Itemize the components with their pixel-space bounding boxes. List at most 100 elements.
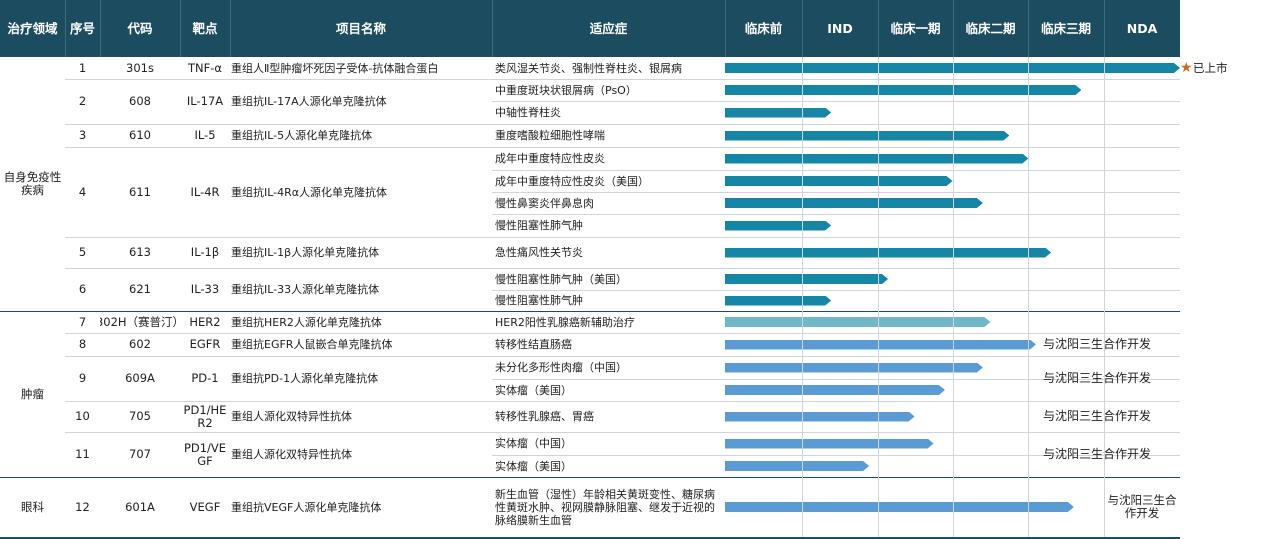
header-divider — [953, 0, 954, 57]
row-name: 重组抗PD-1人源化单克隆抗体 — [231, 372, 379, 385]
indication-line — [492, 214, 1180, 215]
row-code: 621 — [129, 282, 151, 296]
row-name: 重组抗VEGF人源化单克隆抗体 — [231, 500, 382, 514]
area-name: 肿瘤 — [21, 386, 44, 401]
header-cell: 代码 — [127, 21, 153, 36]
indication: 成年中重度特应性皮炎 — [495, 152, 605, 165]
row-code: 610 — [129, 128, 151, 142]
header-divider — [1028, 0, 1029, 57]
row-line — [65, 356, 1180, 357]
indication: 中轴性脊柱炎 — [495, 106, 561, 119]
stage-grid — [953, 57, 954, 537]
row-line — [65, 432, 1180, 433]
row-no: 12 — [75, 499, 90, 514]
row-no: 6 — [78, 282, 87, 296]
row-no: 11 — [75, 447, 90, 461]
row-name: 重组人源化双特异性抗体 — [231, 448, 352, 461]
stage-header: 临床三期 — [1040, 21, 1091, 36]
row-target: IL-5 — [194, 128, 216, 142]
note: 与沈阳三生合作开发 — [1043, 447, 1152, 461]
row-line — [65, 79, 1180, 80]
header-cell: 项目名称 — [335, 21, 386, 36]
row-target: PD1/HER2 — [183, 402, 227, 430]
row-target: PD-1 — [191, 371, 219, 385]
indication: 转移性结直肠癌 — [495, 338, 572, 351]
header-divider — [492, 0, 493, 57]
indication: 重度嗜酸粒细胞性哮喘 — [495, 129, 605, 142]
row-name: 重组人源化双特异性抗体 — [231, 410, 352, 423]
progress-bar — [725, 439, 934, 449]
indication: 慢性阻塞性肺气肿（美国） — [495, 272, 627, 286]
stage-grid — [1104, 57, 1105, 537]
indication-line — [492, 192, 1180, 193]
note: 已上市 — [1193, 60, 1228, 75]
header-divider — [1104, 0, 1105, 57]
header-divider — [65, 0, 66, 57]
row-code: 705 — [129, 409, 151, 423]
row-target: PD1/VEGF — [183, 440, 227, 468]
note: 与沈阳三生合作开发 — [1043, 371, 1152, 385]
indication: 慢性鼻窦炎伴鼻息肉 — [495, 196, 594, 210]
indication: 慢性阻塞性肺气肿 — [495, 219, 583, 232]
row-no: 4 — [78, 184, 87, 199]
row-no: 5 — [78, 245, 87, 259]
header-cell: 治疗领域 — [7, 21, 58, 36]
progress-bar — [725, 461, 869, 471]
row-target: IL-4R — [190, 184, 220, 199]
row-line — [65, 147, 1180, 148]
row-target: VEGF — [189, 499, 221, 514]
row-no: 7 — [78, 314, 87, 329]
row-name: 重组人Ⅱ型肿瘤坏死因子受体-抗体融合蛋白 — [231, 61, 439, 75]
indication-line — [492, 379, 1180, 380]
indication: 实体瘤（中国） — [495, 437, 572, 450]
header-divider — [100, 0, 101, 57]
row-code: 613 — [129, 245, 151, 259]
row-code: 608 — [129, 94, 151, 108]
row-line — [65, 401, 1180, 402]
header-divider — [802, 0, 803, 57]
stage-grid — [878, 57, 879, 537]
row-line — [65, 237, 1180, 238]
row-name: 重组抗HER2人源化单克隆抗体 — [231, 315, 382, 329]
progress-bar — [725, 296, 831, 306]
indication-line — [492, 170, 1180, 171]
header-cell: 靶点 — [192, 21, 218, 36]
row-target: TNF-α — [188, 60, 222, 75]
row-no: 9 — [78, 371, 87, 385]
indication: 慢性阻塞性肺气肿 — [495, 294, 583, 307]
progress-bar — [725, 198, 983, 208]
stage-grid — [1028, 57, 1029, 537]
row-name: 重组抗IL-5人源化单克隆抗体 — [231, 129, 373, 142]
row-code: 602 — [129, 337, 151, 351]
header-bg — [0, 0, 1180, 57]
progress-bar — [725, 274, 888, 284]
progress-bar — [725, 108, 831, 118]
header-divider — [180, 0, 181, 57]
indication-line — [492, 101, 1180, 102]
note: 与沈阳三生合作开发 — [1043, 337, 1152, 351]
row-target: HER2 — [189, 314, 221, 329]
row-no: 3 — [78, 128, 87, 142]
row-name: 重组抗IL-17A人源化单克隆抗体 — [231, 95, 387, 108]
area-line — [0, 477, 1180, 478]
area-line — [0, 311, 1180, 312]
row-code: 302H（赛普汀） — [100, 314, 180, 329]
row-name: 重组抗EGFR人鼠嵌合单克隆抗体 — [231, 338, 393, 351]
area-name: 自身免疫性疾病 — [3, 170, 62, 197]
stage-header: 临床二期 — [965, 21, 1016, 36]
stage-header: 临床前 — [744, 21, 783, 36]
indication: HER2阳性乳腺癌新辅助治疗 — [495, 315, 635, 329]
row-code: 301s — [126, 60, 154, 75]
progress-bar — [725, 385, 945, 395]
row-no: 2 — [78, 94, 87, 108]
row-target: EGFR — [189, 337, 221, 351]
indication: 实体瘤（美国） — [495, 459, 572, 473]
row-line — [65, 333, 1180, 334]
progress-bar — [725, 154, 1028, 164]
indication: 新生血管（湿性）年龄相关黄斑变性、糖尿病性黄斑水肿、视网膜静脉阻塞、继发于近视的… — [495, 487, 715, 527]
indication: 类风湿关节炎、强制性脊柱炎、银屑病 — [495, 61, 682, 75]
indication: 未分化多形性肉瘤（中国） — [495, 361, 627, 374]
progress-bar — [725, 176, 953, 186]
row-no: 1 — [78, 60, 87, 75]
